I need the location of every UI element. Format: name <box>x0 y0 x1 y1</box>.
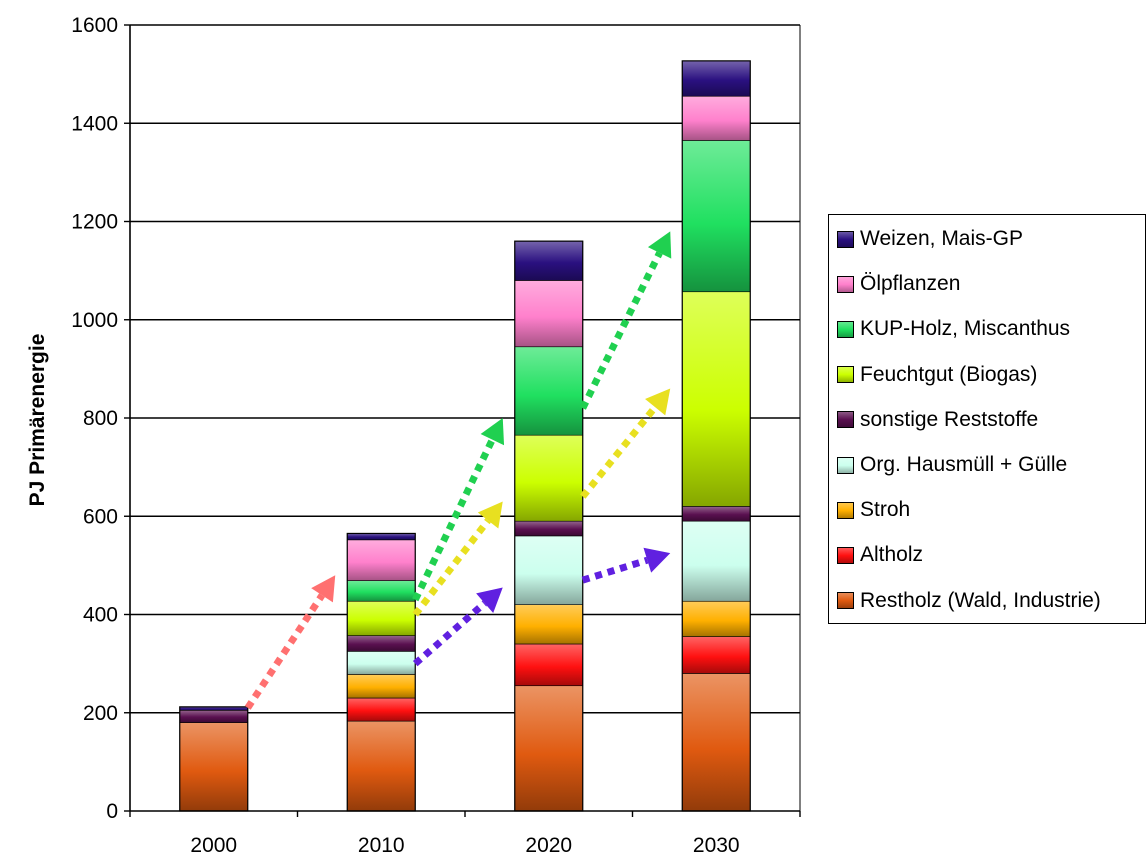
bar-segment-2020-1 <box>514 643 584 687</box>
bar-segment-2030-5 <box>681 291 751 507</box>
bar-segment-2010-7 <box>346 539 416 581</box>
trend-arrow-head <box>311 575 336 603</box>
legend-swatch <box>837 546 854 564</box>
bar-segment-2020-0 <box>514 685 584 812</box>
bar-segment-2030-0 <box>681 673 751 812</box>
bar-segment-2010-4 <box>346 635 416 652</box>
bar-segment-2020-5 <box>514 434 584 522</box>
legend-label: Restholz (Wald, Industrie) <box>860 588 1101 612</box>
trend-arrow-line <box>244 593 325 710</box>
bar-segment-2030-4 <box>681 506 751 522</box>
legend-swatch <box>837 411 854 429</box>
legend-label: Weizen, Mais-GP <box>860 227 1023 250</box>
legend-item: Stroh <box>837 494 910 526</box>
legend-label: Stroh <box>860 498 911 522</box>
y-tick-label: 1200 <box>71 211 118 234</box>
y-tick-label: 600 <box>83 505 118 528</box>
legend-item: Org. Hausmüll + Gülle <box>837 449 1067 481</box>
y-axis-label: PJ Primärenergie <box>26 334 49 507</box>
trend-arrow-line <box>581 556 649 584</box>
bar-segment-2010-6 <box>346 580 416 602</box>
bar-segment-2020-4 <box>514 520 584 537</box>
y-tick-label: 400 <box>83 604 118 627</box>
bar-segment-2010-0 <box>346 720 416 812</box>
trend-arrow-head <box>477 501 503 529</box>
trend-arrow-head <box>480 418 505 446</box>
trend-arrow-line <box>412 438 496 602</box>
legend-swatch <box>837 320 854 338</box>
bar-segment-2020-6 <box>514 346 584 436</box>
trend-arrow-line <box>412 518 491 617</box>
bar-segment-2010-5 <box>346 600 416 636</box>
legend-label: sonstige Reststoffe <box>860 407 1039 431</box>
legend-swatch <box>837 230 854 248</box>
legend-item: Feuchtgut (Biogas) <box>837 359 1037 391</box>
gridlines <box>130 24 800 714</box>
bar-segment-2030-6 <box>681 140 751 293</box>
trend-arrow-head <box>647 231 672 259</box>
legend: Weizen, Mais-GP Ölpflanzen KUP-Holz, Misca… <box>828 214 1146 624</box>
bar-segment-2010-1 <box>346 697 416 722</box>
bar-segment-2020-8 <box>514 240 584 281</box>
bar-segment-2020-3 <box>514 535 584 605</box>
bar-segment-2030-7 <box>681 95 751 141</box>
legend-label: KUP-Holz, Miscanthus <box>860 317 1071 341</box>
bar-segment-2000-4 <box>179 709 249 723</box>
legend-item: Altholz <box>837 539 923 571</box>
y-tick-label: 1400 <box>71 112 118 135</box>
trend-arrow-line <box>580 404 658 499</box>
x-tick-label: 2010 <box>358 834 405 857</box>
x-tick-label: 2020 <box>525 834 572 857</box>
trend-arrow-line <box>412 600 487 667</box>
legend-label: Org. Hausmüll + Gülle <box>860 453 1068 476</box>
legend-label: Feuchtgut (Biogas) <box>860 362 1038 386</box>
bars <box>179 60 751 812</box>
legend-item: Restholz (Wald, Industrie) <box>837 585 1101 617</box>
legend-swatch <box>837 456 854 474</box>
y-tick-label: 200 <box>83 702 118 725</box>
trend-arrow-line <box>579 251 663 410</box>
legend-swatch <box>837 501 854 519</box>
y-tick-label: 800 <box>83 407 118 430</box>
y-tick-label: 1600 <box>71 14 118 37</box>
legend-item: Ölpflanzen <box>837 268 960 300</box>
x-tick-label: 2000 <box>190 834 237 857</box>
legend-label: Ölpflanzen <box>860 272 961 296</box>
bar-segment-2010-2 <box>346 674 416 699</box>
legend-label: Altholz <box>860 543 924 567</box>
y-tick-label: 0 <box>106 800 118 823</box>
trend-arrow-head <box>476 587 503 614</box>
x-tick-label: 2030 <box>693 834 740 857</box>
trend-arrow-head <box>645 388 671 416</box>
bar-segment-2000-0 <box>179 722 249 812</box>
legend-swatch <box>837 366 854 384</box>
x-tick-labels: 2000 2010 2020 2030 <box>190 834 739 857</box>
bar-segment-2030-1 <box>681 636 751 674</box>
legend-item: Weizen, Mais-GP <box>837 223 1023 255</box>
y-tick-labels: 0 200 400 600 800 1000 1200 1400 1600 <box>71 14 118 823</box>
bar-segment-2020-7 <box>514 280 584 348</box>
bar-segment-2010-3 <box>346 651 416 675</box>
trend-arrows <box>244 231 672 710</box>
legend-item: KUP-Holz, Miscanthus <box>837 313 1070 345</box>
legend-swatch <box>837 275 854 293</box>
bar-segment-2010-8 <box>346 533 416 541</box>
trend-arrow-head <box>643 547 671 573</box>
legend-swatch <box>837 592 854 610</box>
bar-segment-2030-8 <box>681 60 751 97</box>
bar-segment-2030-2 <box>681 600 751 637</box>
y-tick-label: 1000 <box>71 309 118 332</box>
legend-item: sonstige Reststoffe <box>837 404 1038 436</box>
bar-segment-2030-3 <box>681 520 751 602</box>
bar-segment-2020-2 <box>514 604 584 645</box>
axes <box>124 24 801 817</box>
